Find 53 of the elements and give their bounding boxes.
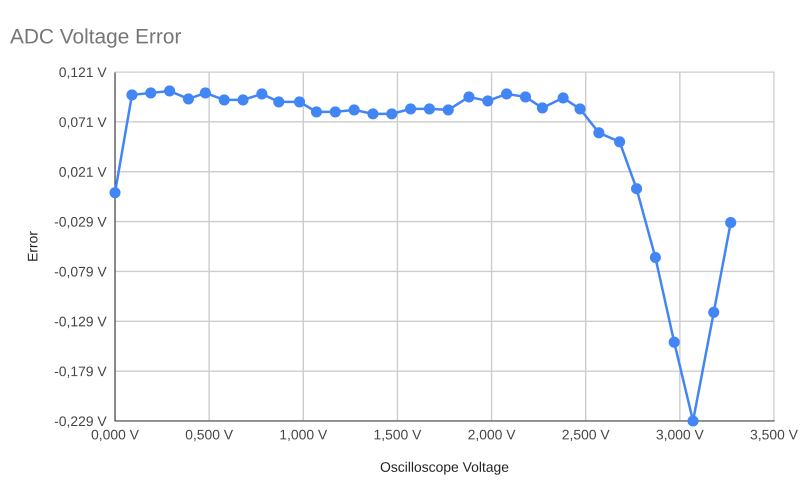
point [558, 92, 569, 104]
x-tick-label: 2,000 V [468, 430, 516, 442]
x-tick-label: 1,000 V [280, 430, 328, 442]
point [126, 89, 138, 100]
point [405, 103, 416, 114]
x-axis-title: Oscilloscope Voltage [380, 462, 508, 475]
point [164, 85, 176, 96]
y-axis-title: Error [28, 231, 38, 261]
point [463, 91, 475, 102]
x-tick-label: 0,000 V [92, 430, 139, 442]
point [386, 108, 398, 120]
point [630, 183, 642, 194]
point [442, 104, 454, 116]
y-tick-label: 0,071 V [59, 117, 107, 129]
x-tick-label: 3,000 V [656, 430, 704, 442]
point [668, 336, 680, 348]
point [237, 94, 249, 106]
point [687, 415, 699, 427]
point [310, 106, 322, 118]
point [593, 127, 604, 138]
x-tick-label: 3,500 V [750, 430, 798, 442]
chart-title: ADC Voltage Error [10, 28, 182, 48]
y-tick-label: -0,129 V [54, 316, 107, 328]
y-tick-label: -0,179 V [54, 366, 107, 378]
point [348, 104, 360, 116]
point [218, 94, 230, 106]
point [145, 87, 156, 98]
point [330, 106, 341, 118]
y-tick-label: 0,121 V [59, 67, 107, 79]
point [256, 88, 268, 100]
point [109, 187, 121, 198]
y-tick-label: -0,029 V [54, 216, 107, 228]
point [367, 108, 379, 120]
point [520, 91, 532, 102]
point [182, 93, 194, 104]
point [650, 252, 661, 264]
point [614, 136, 626, 148]
point [200, 87, 211, 98]
y-tick-label: -0,079 V [54, 266, 107, 278]
point [708, 306, 720, 318]
x-tick-label: 0,500 V [186, 430, 234, 442]
point [273, 96, 284, 108]
y-tick-label: -0,229 V [54, 416, 107, 428]
point [482, 95, 494, 106]
x-tick-label: 1,500 V [374, 430, 422, 442]
point [536, 102, 548, 114]
point [294, 96, 306, 108]
point [501, 88, 512, 100]
point [574, 103, 586, 114]
y-tick-label: 0,021 V [59, 167, 107, 179]
x-tick-label: 2,500 V [562, 430, 610, 442]
point [424, 103, 435, 114]
point [725, 217, 736, 228]
